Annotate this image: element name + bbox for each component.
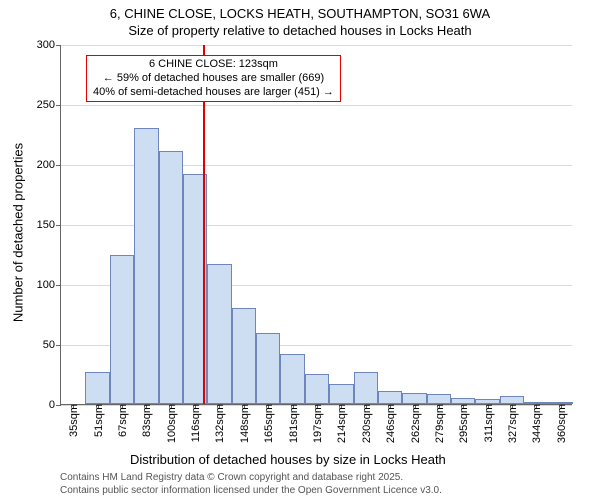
histogram-bar <box>110 255 134 404</box>
x-tick-label: 67sqm <box>115 404 129 437</box>
x-tick-label: 327sqm <box>505 404 519 443</box>
histogram-bar <box>85 372 109 404</box>
x-tick-label: 279sqm <box>432 404 446 443</box>
x-tick-label: 214sqm <box>334 404 348 443</box>
y-tick-label: 0 <box>49 399 61 411</box>
histogram-bar <box>159 151 183 404</box>
y-tick-label: 200 <box>37 159 61 171</box>
x-axis-label: Distribution of detached houses by size … <box>130 452 446 467</box>
histogram-bar <box>427 394 451 404</box>
x-tick-label: 360sqm <box>554 404 568 443</box>
x-tick-label: 132sqm <box>212 404 226 443</box>
histogram-bar <box>378 391 402 404</box>
histogram-bar <box>354 372 378 404</box>
x-tick-label: 100sqm <box>164 404 178 443</box>
x-tick-label: 35sqm <box>66 404 80 437</box>
histogram-bar <box>232 308 256 404</box>
x-tick-label: 262sqm <box>408 404 422 443</box>
x-tick-label: 344sqm <box>529 404 543 443</box>
y-tick-label: 300 <box>37 39 61 51</box>
histogram-bar <box>305 374 329 404</box>
x-tick-label: 83sqm <box>139 404 153 437</box>
annotation-line: ← 59% of detached houses are smaller (66… <box>93 72 334 86</box>
x-tick-label: 148sqm <box>237 404 251 443</box>
x-tick-label: 197sqm <box>310 404 324 443</box>
histogram-bar <box>402 393 426 404</box>
y-tick-label: 50 <box>43 339 61 351</box>
grid-line <box>61 105 572 106</box>
y-tick-label: 150 <box>37 219 61 231</box>
footer-line2: Contains public sector information licen… <box>60 485 442 498</box>
histogram-bar <box>280 354 304 404</box>
histogram-bar <box>329 384 353 404</box>
chart-title: 6, CHINE CLOSE, LOCKS HEATH, SOUTHAMPTON… <box>0 0 600 40</box>
x-tick-label: 295sqm <box>456 404 470 443</box>
x-tick-label: 311sqm <box>481 404 495 442</box>
histogram-bar <box>207 264 231 404</box>
y-tick-label: 100 <box>37 279 61 291</box>
y-tick-label: 250 <box>37 99 61 111</box>
title-line1: 6, CHINE CLOSE, LOCKS HEATH, SOUTHAMPTON… <box>0 6 600 23</box>
histogram-bar <box>256 333 280 404</box>
x-tick-label: 181sqm <box>286 404 300 443</box>
x-tick-label: 51sqm <box>91 404 105 437</box>
histogram-bar <box>500 396 524 404</box>
footer-attribution: Contains HM Land Registry data © Crown c… <box>60 472 442 497</box>
y-axis-label: Number of detached properties <box>11 133 26 333</box>
histogram-chart: 6, CHINE CLOSE, LOCKS HEATH, SOUTHAMPTON… <box>0 0 600 500</box>
annotation-line: 6 CHINE CLOSE: 123sqm <box>93 58 334 72</box>
title-line2: Size of property relative to detached ho… <box>0 23 600 40</box>
annotation-box: 6 CHINE CLOSE: 123sqm← 59% of detached h… <box>86 55 341 102</box>
x-tick-label: 230sqm <box>359 404 373 443</box>
grid-line <box>61 45 572 46</box>
histogram-bar <box>134 128 158 404</box>
x-tick-label: 165sqm <box>261 404 275 443</box>
annotation-line: 40% of semi-detached houses are larger (… <box>93 86 334 100</box>
x-tick-label: 246sqm <box>383 404 397 443</box>
footer-line1: Contains HM Land Registry data © Crown c… <box>60 472 442 485</box>
x-tick-label: 116sqm <box>188 404 202 442</box>
